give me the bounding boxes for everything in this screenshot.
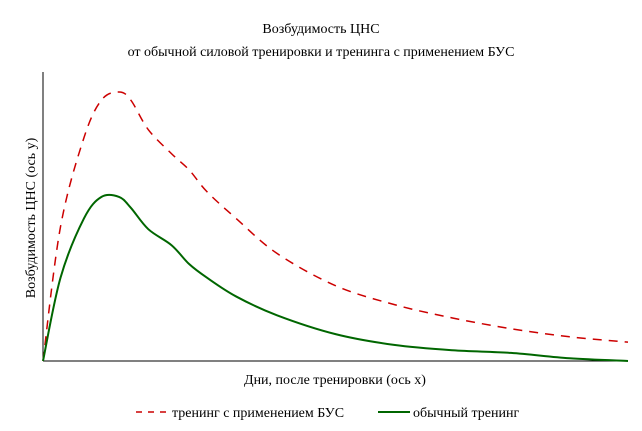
- chart-title: Возбудимость ЦНС: [262, 22, 379, 37]
- legend: тренинг с применением БУС обычный тренин…: [136, 406, 519, 421]
- legend-label-regular-training: обычный тренинг: [413, 406, 519, 421]
- y-axis-label: Возбудимость ЦНС (ось y): [24, 137, 39, 298]
- series-line-regular-training: [42, 193, 629, 362]
- chart-subtitle: от обычной силовой тренировки и тренинга…: [128, 45, 515, 60]
- series-layer: [42, 91, 629, 362]
- x-axis-label: Дни, после тренировки (ось x): [244, 373, 426, 388]
- series-line-bus-training: [42, 91, 629, 362]
- legend-label-bus-training: тренинг с применением БУС: [172, 406, 344, 421]
